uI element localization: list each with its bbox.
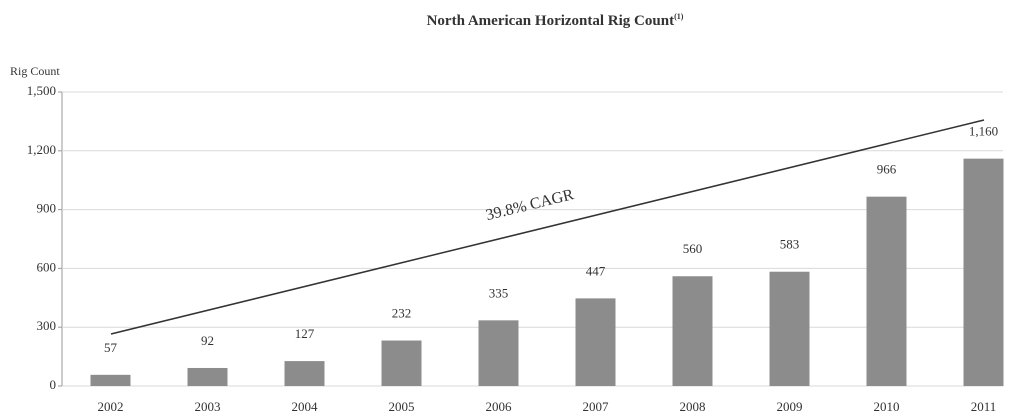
bar — [769, 271, 810, 386]
y-tick-label: 0 — [50, 377, 57, 392]
value-label: 335 — [489, 285, 509, 300]
x-tick-label: 2008 — [680, 399, 706, 414]
bar — [866, 196, 907, 386]
x-tick-label: 2009 — [777, 399, 803, 414]
x-tick-label: 2010 — [874, 399, 900, 414]
bar — [672, 276, 713, 386]
bar — [381, 340, 422, 386]
bar — [90, 374, 131, 386]
title-note: (1) — [674, 12, 684, 21]
y-tick-label: 900 — [37, 201, 57, 216]
bar — [575, 298, 616, 386]
x-tick-label: 2011 — [971, 399, 997, 414]
trend-line — [110, 119, 985, 335]
x-tick-label: 2002 — [98, 399, 124, 414]
value-label: 583 — [780, 237, 800, 252]
value-label: 127 — [295, 326, 315, 341]
chart-title: North American Horizontal Rig Count(1) — [427, 12, 684, 30]
value-label: 1,160 — [969, 124, 998, 139]
y-axis-label: Rig Count — [10, 64, 60, 78]
x-tick-label: 2003 — [195, 399, 221, 414]
bar — [963, 158, 1004, 386]
value-label: 232 — [392, 306, 412, 321]
value-label: 57 — [104, 340, 118, 355]
y-tick-label: 600 — [37, 259, 57, 274]
value-label: 447 — [586, 263, 606, 278]
value-label: 966 — [877, 162, 897, 177]
x-tick-label: 2004 — [292, 399, 319, 414]
x-tick-label: 2005 — [389, 399, 415, 414]
plot: 0 300 600 900 1,200 1,500 2002 57 2003 92 2004 127 2… — [27, 83, 1004, 414]
y-tick-label: 300 — [37, 318, 57, 333]
value-label: 560 — [683, 241, 703, 256]
bar — [187, 367, 228, 386]
value-label: 92 — [201, 333, 214, 348]
x-tick-label: 2006 — [486, 399, 513, 414]
bar — [478, 320, 519, 386]
title-text: North American Horizontal Rig Count — [427, 13, 674, 29]
bar — [284, 361, 325, 386]
cagr-annotation: 39.8% CAGR — [484, 186, 576, 224]
y-tick-label: 1,500 — [27, 83, 56, 98]
x-tick-label: 2007 — [583, 399, 610, 414]
y-tick-label: 1,200 — [27, 142, 56, 157]
